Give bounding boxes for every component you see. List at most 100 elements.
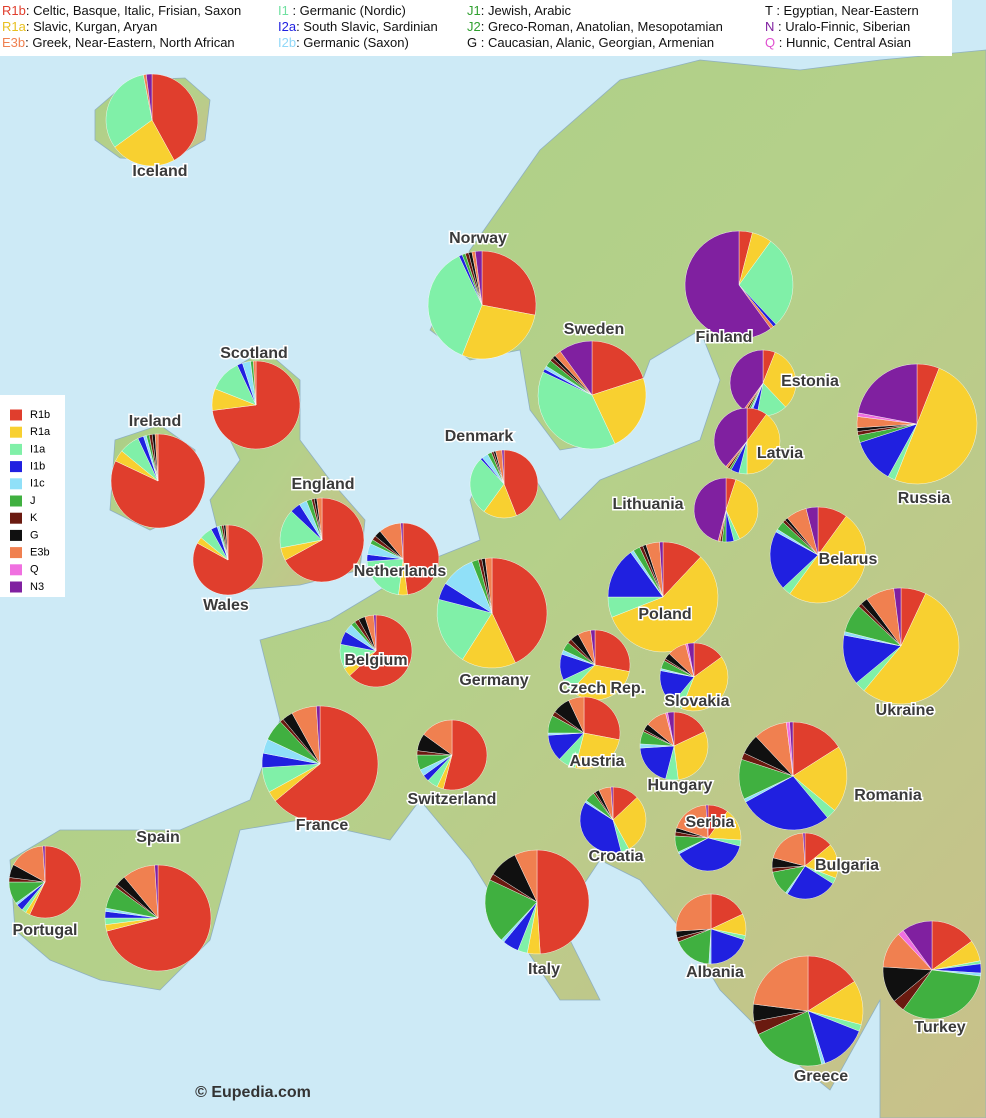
pie [261,705,379,823]
pie-slice [792,721,839,777]
pie-slice [863,593,960,705]
pie-slice [151,73,199,161]
pie [192,524,264,596]
pie-slice [789,515,867,604]
pie-slice [693,477,727,542]
legend-text: : Germanic (Saxon) [296,35,409,50]
pie-slice [789,721,794,777]
pie-slice [114,119,175,167]
pie-slice [559,340,593,396]
country-label: Albania [686,964,744,981]
pie [559,629,631,701]
country-label: Finland [696,329,753,346]
pie-slice [738,241,794,325]
pie [339,614,413,688]
pie-slice [579,802,622,854]
pie-slice [402,522,440,595]
pie-slice [462,612,516,669]
pies [8,73,982,1067]
legend-code: N [765,19,774,34]
pie-slice [753,955,809,1012]
country-label: Slovakia [665,693,730,710]
country-label: Czech Rep. [559,680,645,697]
legend-text: : Uralo-Finnic, Siberian [774,19,910,34]
legend-entry: G : Caucasian, Alanic, Georgian, Armenia… [467,35,714,50]
pie-slice [501,449,505,485]
top-legend: R1b: Celtic, Basque, Italic, Frisian, Sa… [2,3,919,50]
pie-slice [678,928,712,965]
pie [484,849,590,955]
pie-slice [746,414,781,475]
top-legend-panel [0,0,952,56]
legend-code: R1a [2,19,27,34]
pie-slice [673,731,709,780]
country-label: Latvia [757,445,803,462]
pie [674,804,742,872]
legend-swatch [10,529,22,541]
legend-label: R1b [30,409,50,421]
pie-slice [842,634,902,684]
pie-slice [225,524,229,561]
pie-slice [594,629,631,672]
legend-swatch [10,426,22,438]
country-label: Sweden [564,321,624,338]
legend-text: : Hunnic, Central Asian [775,35,911,50]
pie [104,864,212,972]
legend-code: J2 [467,19,481,34]
pie-slice [316,705,321,765]
pie [366,522,440,596]
country-label: Ireland [129,413,181,430]
legend-entry: I2a: South Slavic, Sardinian [278,19,438,34]
pie-slice [590,629,596,666]
legend-entry: R1a: Slavic, Kurgan, Aryan [2,19,157,34]
pie-slice [769,531,819,589]
pie-slice [591,378,647,445]
pie-slice [461,304,536,360]
country-label: Russia [898,490,951,507]
legend-swatch [10,478,22,490]
pie [436,557,548,669]
pie-slice [757,1010,822,1067]
pie [659,642,729,712]
pie-slice [787,865,834,900]
pie-slice [481,250,537,316]
pie [738,721,848,831]
pie [856,363,978,485]
legend-label: I1a [30,443,46,455]
legend-label: G [30,529,39,541]
pie-slice [284,497,365,583]
pie-slice [373,614,377,652]
credit: © Eupedia.com [195,1084,311,1101]
pie-slice [729,349,764,410]
pie-slice [105,74,153,148]
pie-slice [436,599,493,660]
pie-slice [427,255,483,356]
country-label: Netherlands [354,563,447,580]
legend-text: : Egyptian, Near-Eastern [773,3,919,18]
country-label: Iceland [132,163,187,180]
pie [8,845,82,919]
pie-slice [154,433,159,482]
legend-entry: J2: Greco-Roman, Anatolian, Mesopotamian [467,19,723,34]
country-label: Greece [794,1068,848,1085]
country-label: Portugal [13,922,78,939]
pie-slice [639,745,675,780]
country-label: Turkey [914,1019,965,1036]
legend-text: : Slavic, Kurgan, Aryan [26,19,158,34]
pie-slice [678,837,741,872]
legend-code: J1 [467,3,481,18]
country-label: Belgium [344,652,407,669]
country-label: Norway [449,230,507,247]
country-label: Ukraine [876,702,935,719]
legend-entry: N : Uralo-Finnic, Siberian [765,19,910,34]
legend-label: Q [30,564,39,576]
pie-slice [857,363,918,425]
pie-slice [687,642,695,678]
legend-swatch [10,581,22,593]
pie-slice [154,864,159,919]
pie [110,433,206,529]
legend-entry: Q : Hunnic, Central Asian [765,35,911,50]
pie [416,719,488,791]
legend: R1b R1a I1a I1b I1c JKG E3b Q N3 [10,409,51,593]
